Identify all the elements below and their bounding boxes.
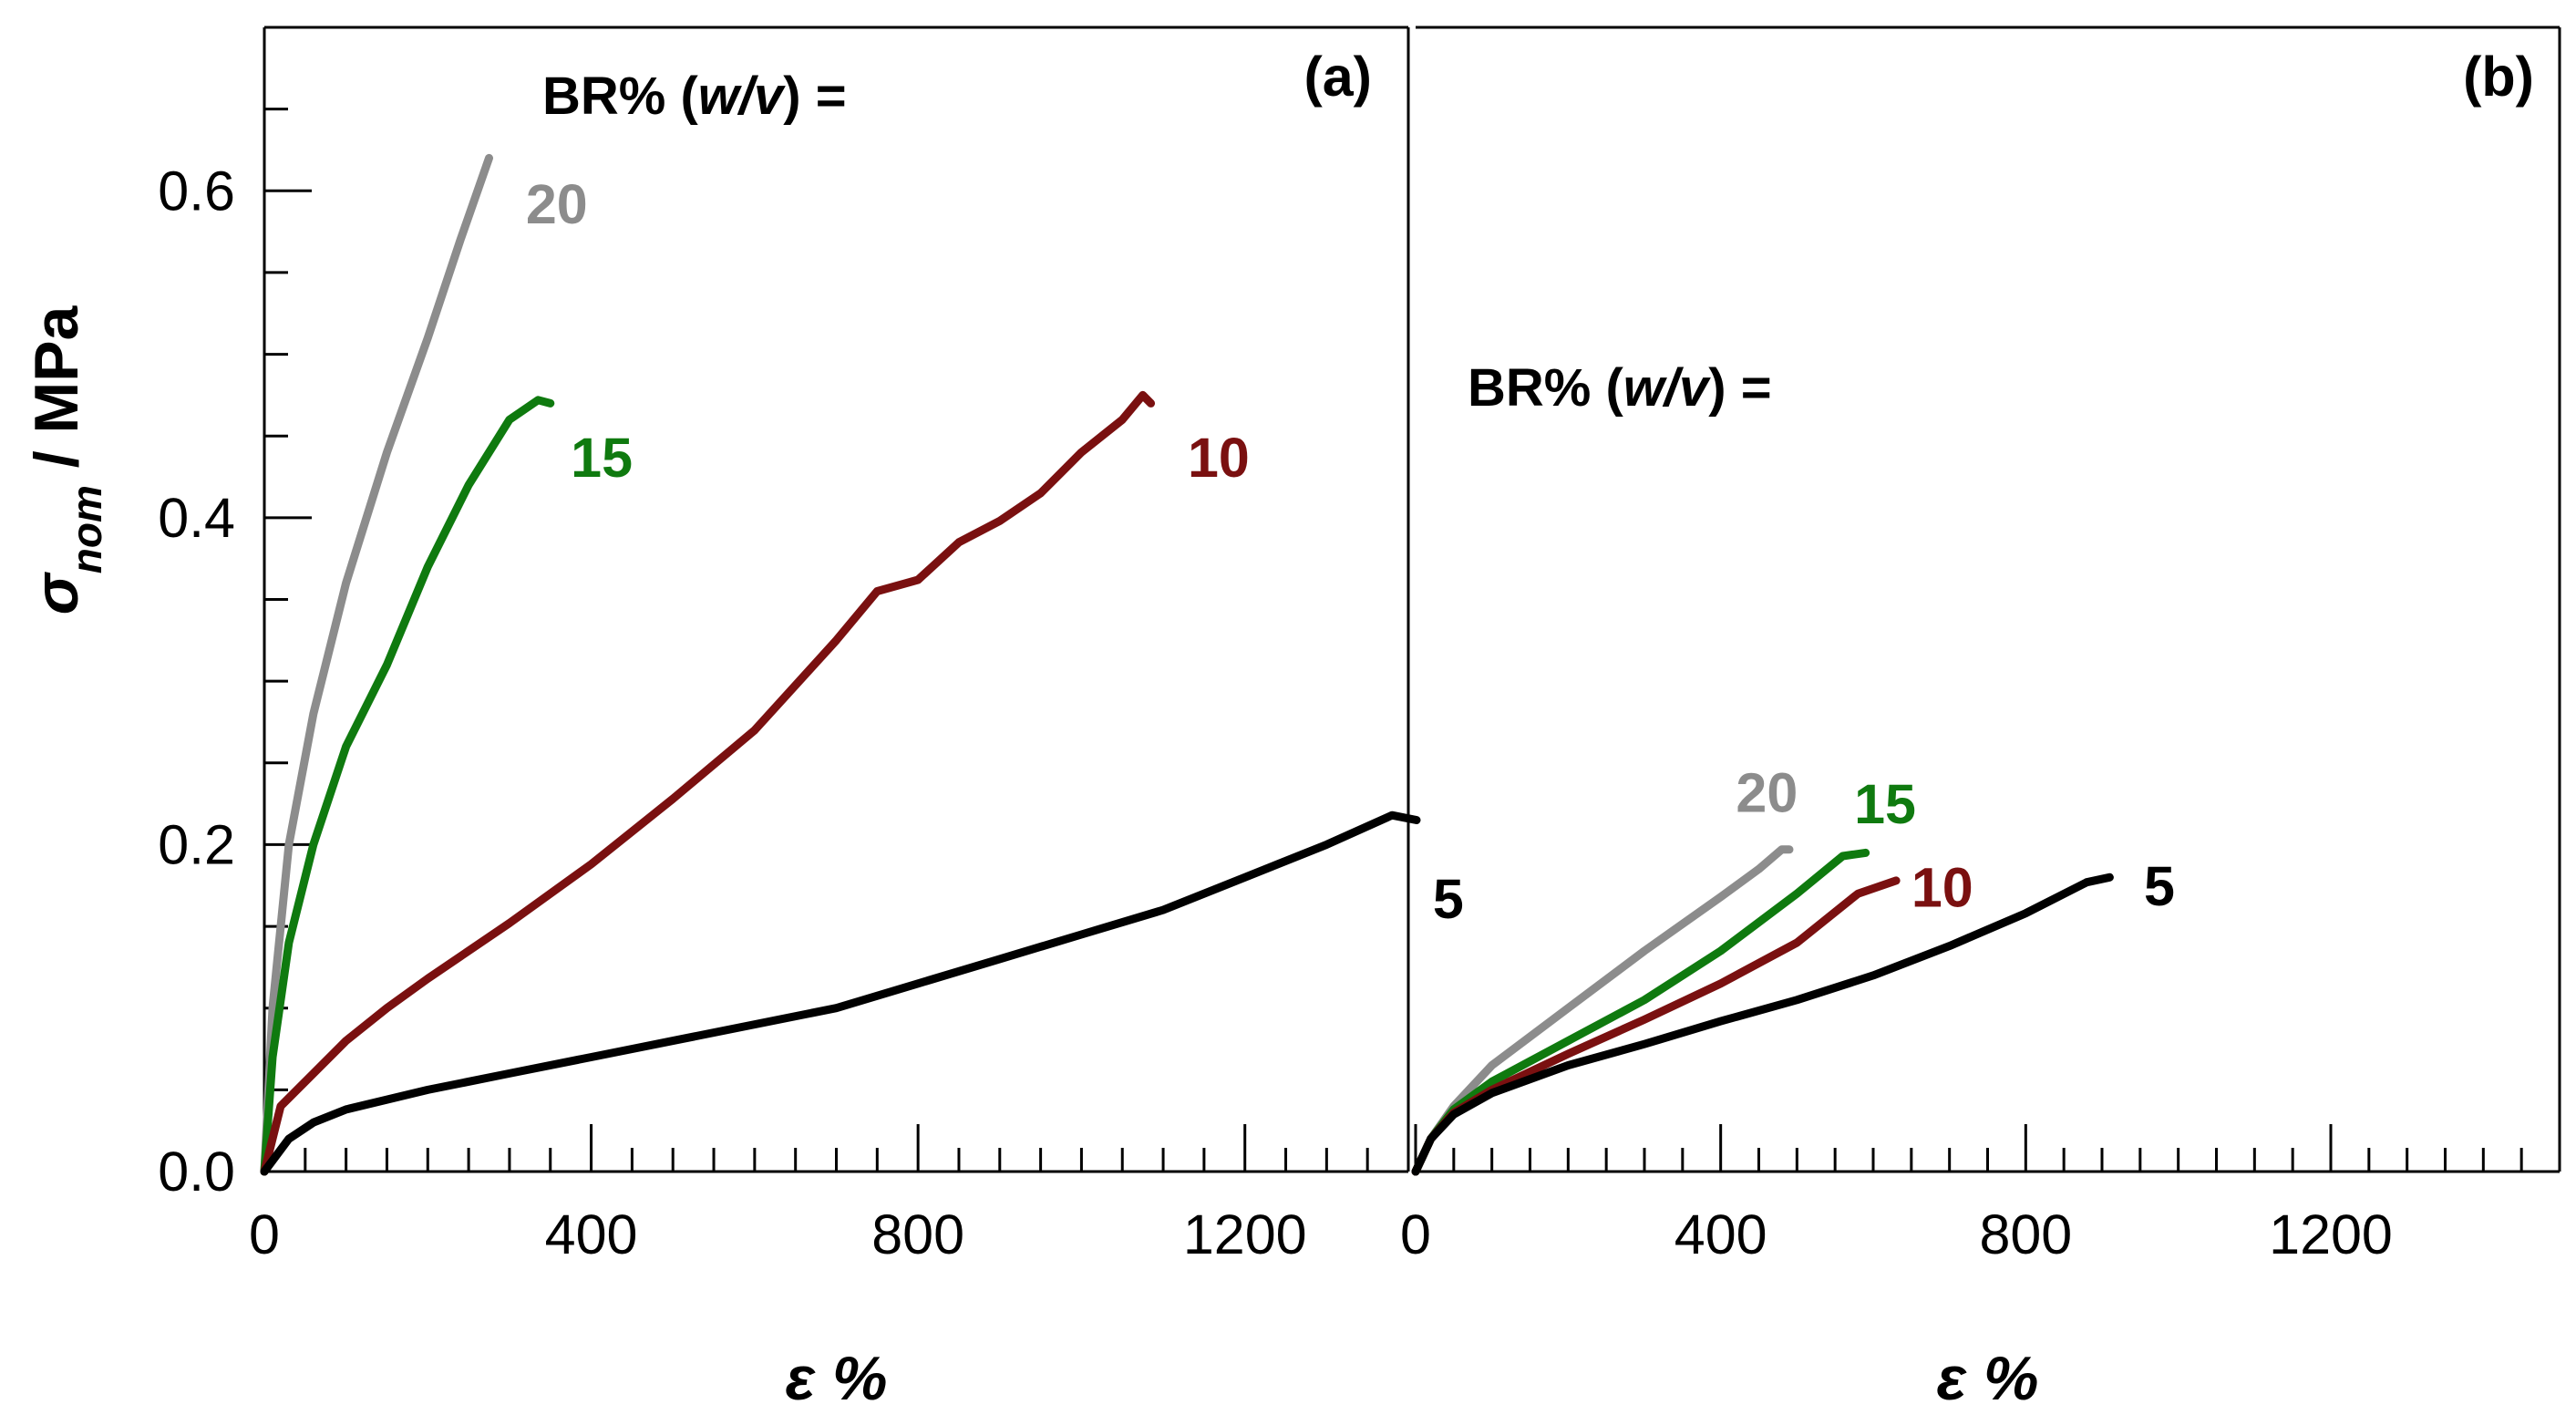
series-label-10: 10	[1188, 427, 1250, 489]
legend-title-italic: w/v	[1623, 358, 1711, 418]
series-line-5	[1411, 873, 2114, 1176]
x-tick-label: 1200	[2269, 1203, 2393, 1265]
y-tick-label: 0.2	[158, 813, 235, 875]
series-label-5: 5	[1433, 868, 1464, 930]
legend-title-italic: w/v	[698, 67, 786, 126]
legend-title: BR% (w/v) =	[1468, 358, 1772, 418]
y-axis-subscript: nom	[63, 485, 110, 573]
panel-label: (b)	[2463, 46, 2534, 108]
series-label-10: 10	[1911, 857, 1973, 919]
y-tick-label: 0.4	[158, 487, 235, 549]
y-tick-label: 0.0	[158, 1141, 235, 1203]
y-axis-symbol: σ	[22, 571, 91, 614]
series-line-15	[260, 396, 555, 1176]
series-label-20: 20	[526, 173, 588, 235]
legend-title-suffix: ) =	[783, 67, 846, 126]
y-axis-unit: / MPa	[22, 305, 91, 485]
series-label-20: 20	[1736, 762, 1798, 824]
panel-a: 0 400 800 1200 ε % 0.0 0.2 0.4 0.6 σnom / MPa (a) B…	[22, 26, 1464, 1413]
series-line-10	[260, 390, 1156, 1176]
x-axis-title: ε %	[786, 1344, 888, 1413]
legend-title: BR% (w/v) =	[542, 67, 847, 126]
x-tick-label: 800	[871, 1203, 964, 1265]
panel-label: (a)	[1303, 46, 1372, 108]
x-tick-label: 0	[1400, 1203, 1431, 1265]
x-axis-title: ε %	[1937, 1344, 2039, 1413]
series-line-20	[260, 153, 493, 1176]
panel-b: 0 400 800 1200 ε % (b) BR% (w/v) = 20 15 10 5	[1400, 26, 2561, 1413]
x-tick-label: 800	[1979, 1203, 2072, 1265]
series-line-5	[260, 811, 1421, 1176]
series-label-5: 5	[2144, 855, 2175, 917]
x-tick-label: 1200	[1183, 1203, 1307, 1265]
y-axis-title: σnom / MPa	[22, 305, 110, 614]
x-tick-label: 400	[1674, 1203, 1767, 1265]
x-tick-label: 0	[249, 1203, 280, 1265]
y-tick-label: 0.6	[158, 160, 235, 222]
series-label-15: 15	[1854, 773, 1916, 835]
series-label-15: 15	[571, 427, 633, 489]
legend-title-prefix: BR% (	[1468, 358, 1623, 418]
x-tick-label: 400	[545, 1203, 638, 1265]
legend-title-prefix: BR% (	[542, 67, 698, 126]
legend-title-suffix: ) =	[1708, 358, 1771, 418]
